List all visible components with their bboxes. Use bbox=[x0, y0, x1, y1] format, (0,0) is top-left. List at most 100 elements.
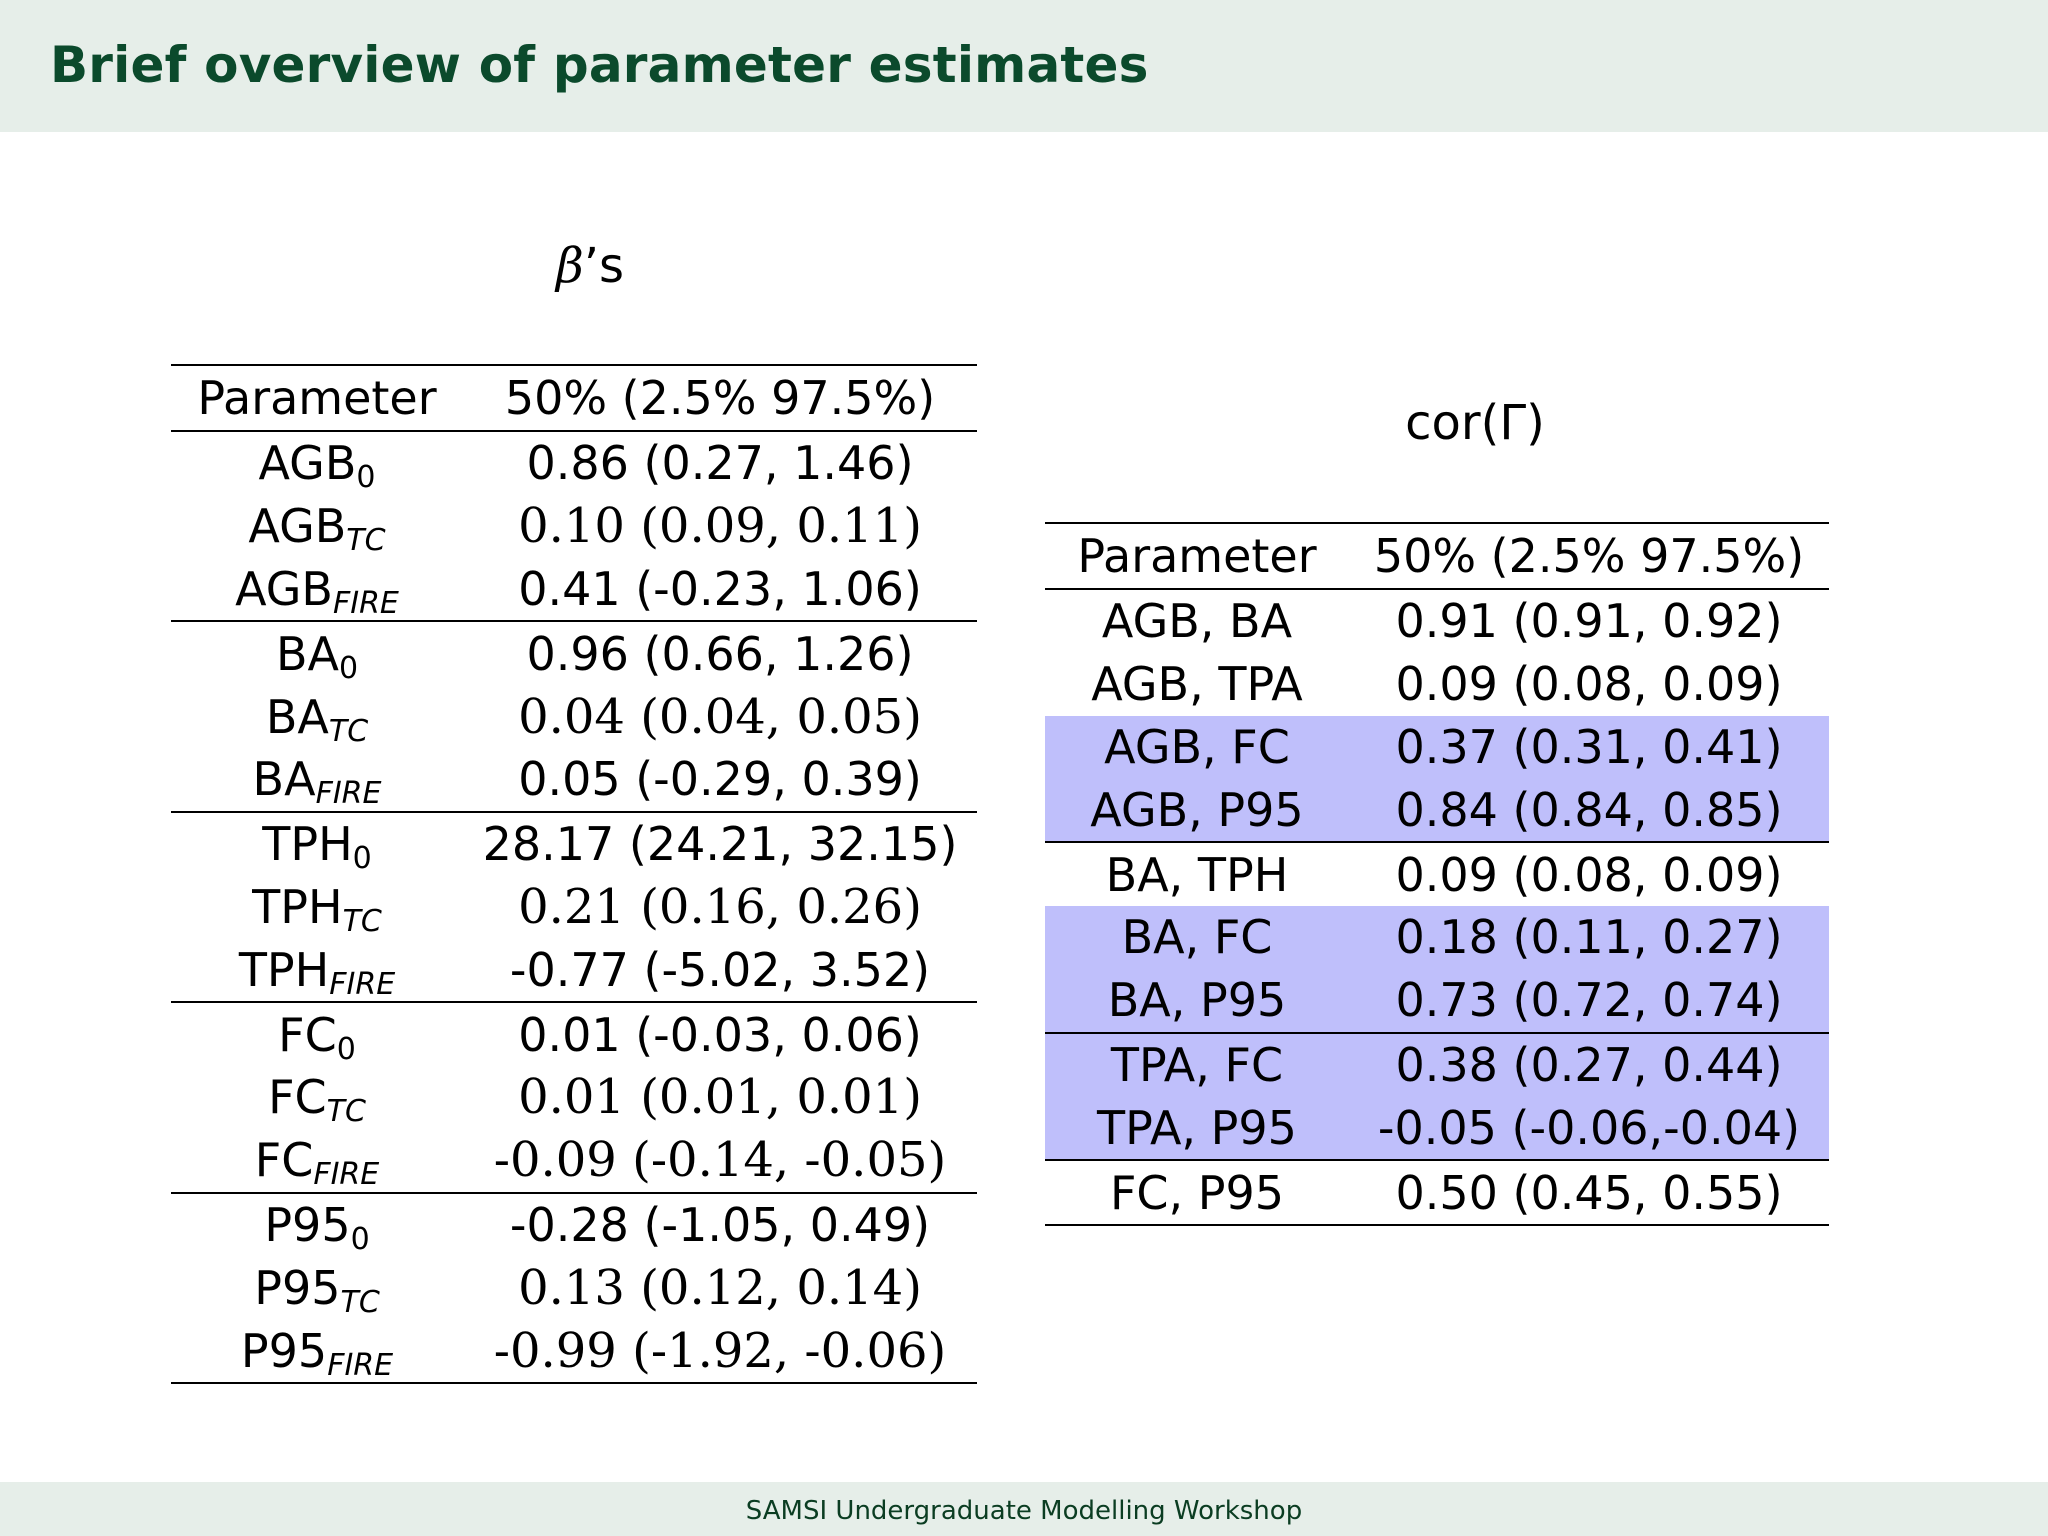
parameter-name: TPH bbox=[262, 817, 353, 872]
correlation-cell: 0.73 (0.72, 0.74) bbox=[1349, 968, 1829, 1033]
table-row: AGBFIRE 0.41 (-0.23, 1.06) bbox=[171, 558, 977, 622]
parameter-name: BA bbox=[252, 752, 316, 807]
table-row: TPA, P95 -0.05 (-0.06,-0.04) bbox=[1045, 1096, 1829, 1161]
slide-title: Brief overview of parameter estimates bbox=[50, 36, 1149, 94]
parameter-subscript: 0 bbox=[356, 460, 376, 496]
correlation-cell: 0.37 (0.31, 0.41) bbox=[1349, 715, 1829, 779]
estimate-cell: -0.09 (-0.14, -0.05) bbox=[493, 1132, 947, 1189]
parameter-pair-cell: BA, TPH bbox=[1045, 841, 1349, 906]
table-row: TPA, FC 0.38 (0.27, 0.44) bbox=[1045, 1031, 1829, 1097]
estimate-cell: 0.05 (-0.29, 0.39) bbox=[518, 752, 922, 807]
parameter-cell: BAFIRE bbox=[171, 748, 463, 812]
table-row: AGB, TPA 0.09 (0.08, 0.09) bbox=[1045, 653, 1829, 716]
correlation-cell: 0.09 (0.08, 0.09) bbox=[1395, 657, 1783, 712]
parameter-subscript: FIRE bbox=[313, 1157, 380, 1193]
slide-footer: SAMSI Undergraduate Modelling Workshop bbox=[0, 1482, 2048, 1536]
parameter-name: AGB bbox=[235, 561, 333, 616]
correlation-cell: 0.09 (0.08, 0.09) bbox=[1349, 841, 1829, 906]
table-row: BATC 0.04 (0.04, 0.05) bbox=[171, 685, 977, 748]
parameter-subscript: TC bbox=[346, 523, 386, 559]
table-header-row: Parameter 50% (2.5% 97.5%) bbox=[1045, 522, 1829, 590]
correlation-cell: -0.05 (-0.06,-0.04) bbox=[1349, 1096, 1829, 1161]
parameter-name: FC bbox=[254, 1133, 314, 1188]
parameter-name: BA bbox=[265, 689, 329, 744]
parameter-name: FC bbox=[268, 1070, 327, 1125]
cor-caption: cor(Γ) bbox=[1405, 395, 1545, 451]
parameter-cell: TPH0 bbox=[171, 810, 463, 877]
table-row: AGB0 0.86 (0.27, 1.46) bbox=[171, 431, 977, 495]
estimate-cell: 0.10 (0.09, 0.11) bbox=[518, 498, 922, 555]
estimate-cell: 0.01 (-0.03, 0.06) bbox=[463, 1001, 977, 1066]
correlation-cell: 0.18 (0.11, 0.27) bbox=[1349, 905, 1829, 969]
parameter-subscript: 0 bbox=[352, 841, 372, 877]
table-row: AGB, P95 0.84 (0.84, 0.85) bbox=[1045, 778, 1829, 843]
parameter-subscript: 0 bbox=[336, 1031, 356, 1067]
parameter-subscript: FIRE bbox=[329, 966, 396, 1002]
estimate-cell: 0.21 (0.16, 0.26) bbox=[518, 878, 922, 935]
parameter-cell: FCFIRE bbox=[171, 1129, 463, 1193]
correlation-table: Parameter 50% (2.5% 97.5%) AGB, BA 0.91 (… bbox=[1045, 522, 1829, 1226]
table-row: FCFIRE -0.09 (-0.14, -0.05) bbox=[171, 1129, 977, 1193]
table-row: BA, P95 0.73 (0.72, 0.74) bbox=[1045, 968, 1829, 1033]
parameter-pair-cell: FC, P95 bbox=[1045, 1159, 1349, 1226]
correlation-cell: 0.38 (0.27, 0.44) bbox=[1349, 1031, 1829, 1097]
parameter-subscript: FIRE bbox=[315, 776, 382, 812]
parameter-pair-cell: AGB, TPA bbox=[1091, 657, 1303, 712]
table-row: FCTC 0.01 (0.01, 0.01) bbox=[171, 1066, 977, 1129]
parameter-pair-cell: TPA, FC bbox=[1045, 1031, 1349, 1097]
table-row: TPHFIRE -0.77 (-5.02, 3.52) bbox=[171, 938, 977, 1002]
parameter-cell: TPHFIRE bbox=[171, 938, 463, 1002]
beta-estimates-table: Parameter 50% (2.5% 97.5%) AGB0 0.86 (0.2… bbox=[171, 364, 977, 1384]
parameter-cell: P95TC bbox=[171, 1256, 463, 1319]
estimate-cell: -0.77 (-5.02, 3.52) bbox=[509, 942, 931, 997]
parameter-cell: AGBTC bbox=[171, 495, 463, 558]
estimate-cell: 0.01 (0.01, 0.01) bbox=[518, 1069, 922, 1126]
table-row: P95TC 0.13 (0.12, 0.14) bbox=[171, 1256, 977, 1319]
parameter-subscript: FIRE bbox=[332, 585, 399, 621]
parameter-name: AGB bbox=[248, 499, 347, 554]
correlation-cell: 0.84 (0.84, 0.85) bbox=[1349, 778, 1829, 843]
parameter-cell: TPHTC bbox=[171, 876, 463, 939]
table-row: AGB, FC 0.37 (0.31, 0.41) bbox=[1045, 715, 1829, 779]
parameter-subscript: TC bbox=[342, 903, 382, 939]
column-header-parameter: Parameter bbox=[171, 364, 463, 432]
parameter-subscript: TC bbox=[326, 1094, 366, 1130]
table-row: AGBTC 0.10 (0.09, 0.11) bbox=[171, 495, 977, 558]
table-row: FC, P95 0.50 (0.45, 0.55) bbox=[1045, 1159, 1829, 1226]
parameter-subscript: TC bbox=[328, 713, 369, 749]
table-row: AGB, BA 0.91 (0.91, 0.92) bbox=[1045, 589, 1829, 653]
parameter-name: P95 bbox=[254, 1260, 341, 1315]
table-row: BA0 0.96 (0.66, 1.26) bbox=[171, 620, 977, 686]
parameter-pair-cell: BA, FC bbox=[1045, 905, 1349, 969]
parameter-pair-cell: AGB, BA bbox=[1101, 594, 1293, 649]
estimate-cell: -0.28 (-1.05, 0.49) bbox=[463, 1191, 977, 1257]
parameter-cell: BATC bbox=[171, 685, 463, 748]
parameter-subscript: TC bbox=[340, 1284, 380, 1320]
parameter-pair-cell: BA, P95 bbox=[1045, 968, 1349, 1033]
estimate-cell: 0.86 (0.27, 1.46) bbox=[526, 436, 914, 491]
parameter-cell: FC0 bbox=[171, 1001, 463, 1067]
table-row: TPHTC 0.21 (0.16, 0.26) bbox=[171, 876, 977, 939]
correlation-table-body: AGB, BA 0.91 (0.91, 0.92) AGB, TPA 0.09 (0.… bbox=[1045, 589, 1829, 1226]
estimate-cell: -0.99 (-1.92, -0.06) bbox=[463, 1319, 977, 1384]
estimate-cell: 0.13 (0.12, 0.14) bbox=[518, 1259, 922, 1316]
parameter-name: P95 bbox=[240, 1323, 328, 1378]
table-row: FC0 0.01 (-0.03, 0.06) bbox=[171, 1001, 977, 1067]
correlation-cell: 0.91 (0.91, 0.92) bbox=[1395, 594, 1783, 649]
table-row: BA, TPH 0.09 (0.08, 0.09) bbox=[1045, 841, 1829, 906]
column-header-quantiles: 50% (2.5% 97.5%) bbox=[1349, 522, 1829, 590]
parameter-pair-cell: AGB, FC bbox=[1045, 715, 1349, 779]
parameter-cell: AGBFIRE bbox=[171, 558, 463, 622]
footer-text: SAMSI Undergraduate Modelling Workshop bbox=[745, 1496, 1303, 1526]
parameter-name: AGB bbox=[258, 436, 357, 491]
parameter-subscript: FIRE bbox=[327, 1347, 394, 1383]
parameter-name: P95 bbox=[264, 1197, 351, 1252]
parameter-cell: P95FIRE bbox=[171, 1319, 463, 1384]
parameter-subscript: 0 bbox=[350, 1221, 370, 1257]
table-row: TPH0 28.17 (24.21, 32.15) bbox=[171, 810, 977, 877]
estimate-cell: 0.04 (0.04, 0.05) bbox=[518, 688, 922, 745]
estimate-cell: 0.41 (-0.23, 1.06) bbox=[518, 561, 922, 616]
table-header-row: Parameter 50% (2.5% 97.5%) bbox=[171, 364, 977, 432]
parameter-cell: BA0 bbox=[171, 620, 463, 686]
table-row: BAFIRE 0.05 (-0.29, 0.39) bbox=[171, 748, 977, 812]
